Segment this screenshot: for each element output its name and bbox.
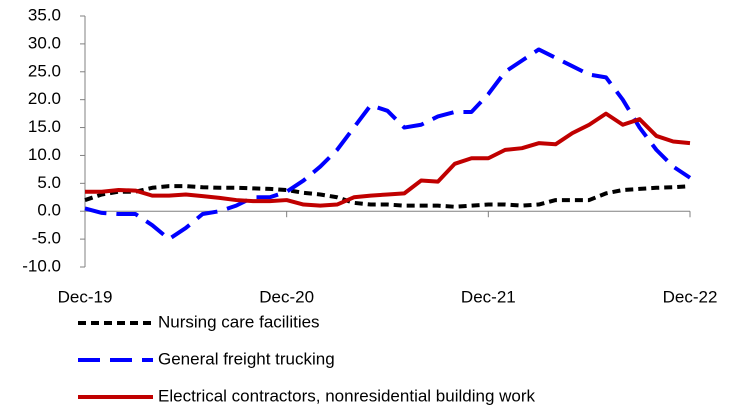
y-tick-label: 5.0 — [37, 173, 61, 192]
y-tick-label: 25.0 — [28, 61, 61, 80]
legend-label: Electrical contractors, nonresidential b… — [158, 386, 536, 405]
y-tick-label: 15.0 — [28, 117, 61, 136]
x-tick-label: Dec-21 — [461, 287, 516, 306]
y-tick-label: 35.0 — [28, 5, 61, 24]
legend-label: Nursing care facilities — [158, 312, 320, 331]
legend-label: General freight trucking — [158, 349, 335, 368]
x-tick-label: Dec-22 — [663, 287, 718, 306]
x-tick-label: Dec-20 — [259, 287, 314, 306]
x-tick-label: Dec-19 — [58, 287, 113, 306]
y-tick-label: 10.0 — [28, 145, 61, 164]
series-line — [85, 111, 691, 208]
series-line — [84, 184, 691, 209]
y-tick-label: -10.0 — [22, 256, 61, 275]
y-tick-label: 0.0 — [37, 201, 61, 220]
y-tick-label: 20.0 — [28, 89, 61, 108]
y-tick-label: -5.0 — [32, 229, 61, 248]
y-tick-label: 30.0 — [28, 33, 61, 52]
series-line — [84, 47, 692, 242]
